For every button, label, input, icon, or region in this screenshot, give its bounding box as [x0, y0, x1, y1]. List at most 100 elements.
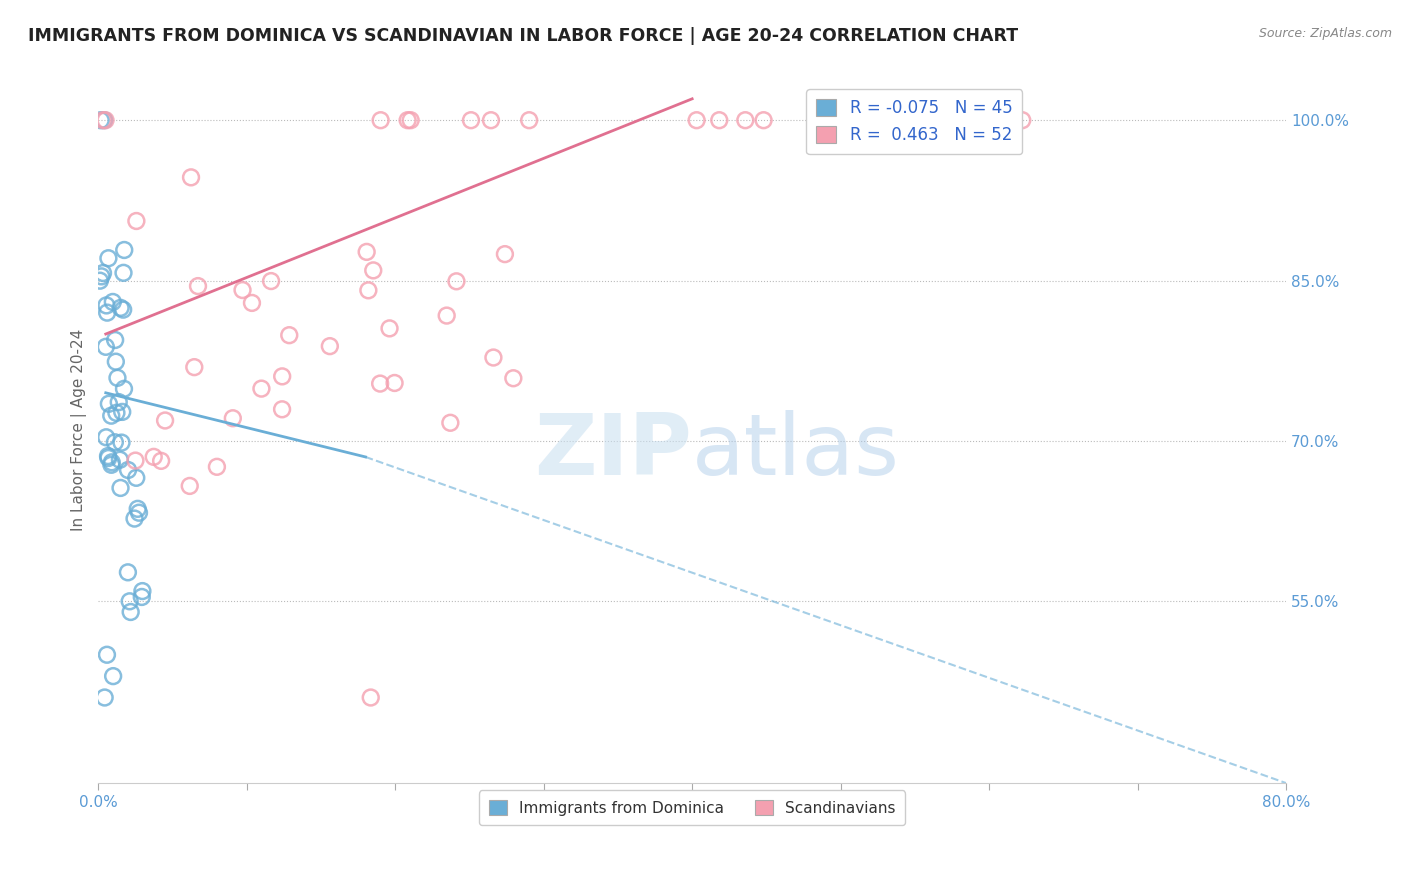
Point [222, 411, 245, 425]
Point [107, 395, 129, 409]
Point [187, 279, 209, 293]
Point [96, 298, 118, 312]
Point [110, 435, 132, 450]
Point [96, 430, 118, 444]
Point [100, 409, 122, 423]
Point [370, 113, 392, 128]
Point [91, 113, 114, 128]
Point [260, 274, 283, 288]
Point [97, 251, 120, 265]
Text: IMMIGRANTS FROM DOMINICA VS SCANDINAVIAN IN LABOR FORCE | AGE 20-24 CORRELATION : IMMIGRANTS FROM DOMINICA VS SCANDINAVIAN… [28, 27, 1018, 45]
Point [709, 113, 731, 128]
Point [94, 340, 117, 354]
Point [240, 296, 263, 310]
Point [494, 247, 516, 261]
Point [399, 113, 422, 128]
Point [460, 113, 482, 128]
Point [378, 321, 401, 335]
Point [97, 450, 120, 465]
Point [271, 402, 294, 417]
Point [396, 113, 419, 128]
Point [93, 113, 115, 128]
Point [90, 113, 112, 128]
Point [179, 479, 201, 493]
Point [127, 501, 149, 516]
Point [96, 305, 118, 319]
Point [479, 113, 502, 128]
Point [183, 360, 205, 375]
Point [360, 690, 382, 705]
Point [101, 295, 124, 310]
Point [110, 301, 132, 315]
Point [920, 113, 942, 128]
Point [128, 506, 150, 520]
Point [517, 113, 540, 128]
Point [112, 243, 135, 257]
Point [100, 458, 122, 472]
Point [974, 113, 997, 128]
Point [502, 371, 524, 385]
Point [131, 584, 153, 599]
Point [107, 371, 129, 385]
Y-axis label: In Labor Force | Age 20-24: In Labor Force | Age 20-24 [72, 329, 87, 532]
Point [956, 113, 979, 128]
Point [439, 416, 461, 430]
Point [356, 244, 378, 259]
Point [101, 669, 124, 683]
Point [1001, 113, 1024, 128]
Point [112, 266, 135, 280]
Point [100, 455, 122, 469]
Point [117, 463, 139, 477]
Point [150, 454, 173, 468]
Point [124, 511, 146, 525]
Point [125, 471, 148, 485]
Point [384, 376, 406, 390]
Point [357, 283, 380, 297]
Point [153, 413, 176, 427]
Text: atlas: atlas [692, 410, 900, 493]
Point [104, 354, 127, 368]
Point [205, 459, 228, 474]
Point [110, 481, 132, 495]
Point [124, 453, 146, 467]
Point [91, 266, 114, 280]
Point [914, 113, 936, 128]
Point [734, 113, 756, 128]
Point [278, 328, 301, 343]
Point [995, 113, 1018, 128]
Point [446, 274, 468, 288]
Point [112, 382, 135, 396]
Point [118, 594, 141, 608]
Point [97, 397, 120, 411]
Point [250, 382, 273, 396]
Point [104, 333, 127, 347]
Text: ZIP: ZIP [534, 410, 692, 493]
Point [89, 274, 111, 288]
Point [319, 339, 342, 353]
Point [752, 113, 775, 128]
Point [131, 590, 153, 604]
Point [125, 214, 148, 228]
Point [97, 449, 120, 463]
Point [108, 452, 131, 467]
Point [120, 605, 142, 619]
Point [94, 113, 117, 128]
Point [105, 406, 128, 420]
Legend: Immigrants from Dominica, Scandinavians: Immigrants from Dominica, Scandinavians [479, 790, 905, 825]
Text: Source: ZipAtlas.com: Source: ZipAtlas.com [1258, 27, 1392, 40]
Point [271, 369, 294, 384]
Point [979, 113, 1001, 128]
Point [117, 566, 139, 580]
Point [1011, 113, 1033, 128]
Point [93, 690, 115, 705]
Point [368, 376, 391, 391]
Point [111, 405, 134, 419]
Point [685, 113, 707, 128]
Point [482, 351, 505, 365]
Point [142, 450, 165, 464]
Point [90, 269, 112, 284]
Point [112, 302, 135, 317]
Point [436, 309, 458, 323]
Point [104, 435, 127, 450]
Point [231, 283, 253, 297]
